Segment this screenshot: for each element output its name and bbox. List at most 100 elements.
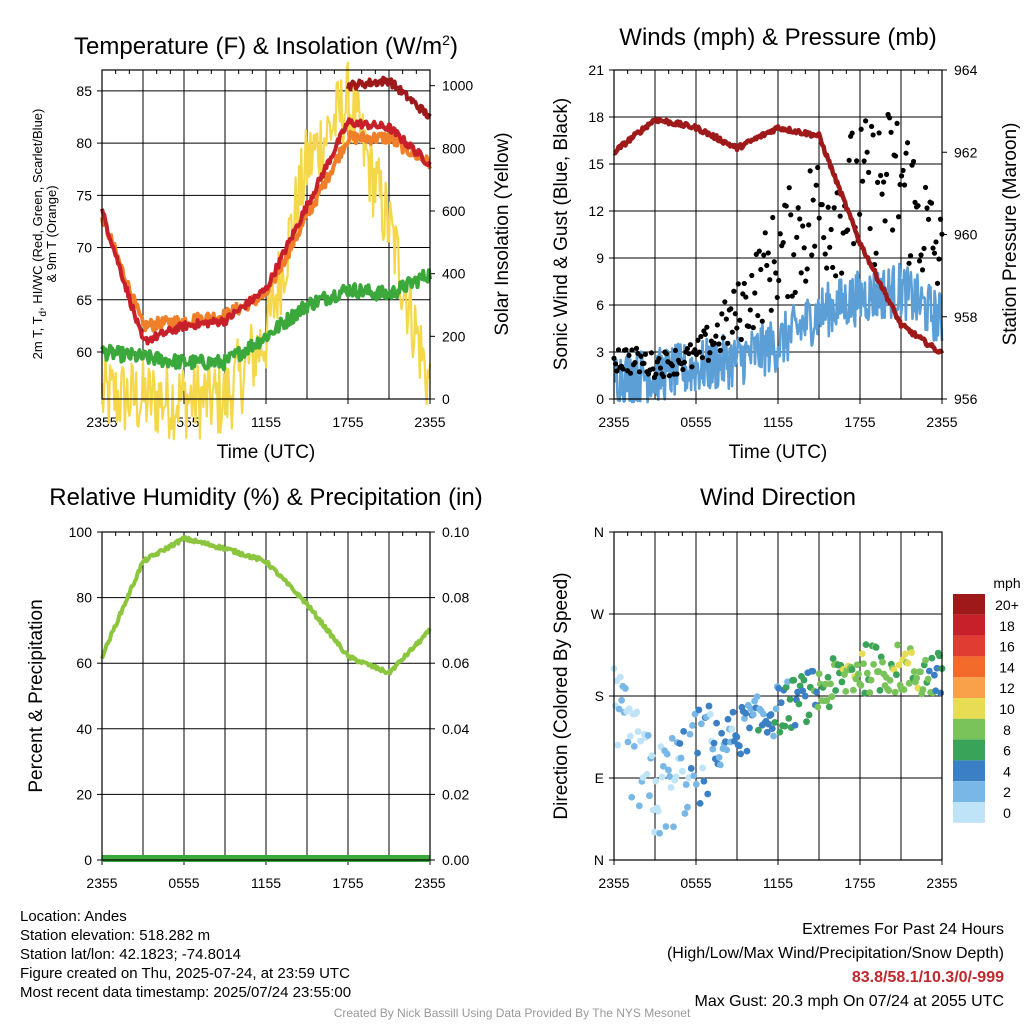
wind-direction-point: [646, 792, 653, 800]
wind-direction-point: [857, 681, 865, 689]
wind-direction-point: [663, 750, 671, 758]
wind-direction-point: [919, 686, 927, 693]
wind-direction-point: [849, 686, 857, 694]
y2-tick-label: 600: [442, 203, 466, 219]
wind-direction-point: [692, 780, 700, 788]
y2-tick-label: 0.04: [442, 721, 469, 737]
gust-point: [831, 205, 837, 211]
y-tick-label: 0: [596, 391, 604, 407]
wind-direction-point: [697, 720, 705, 728]
wind-direction-point: [621, 685, 629, 692]
gust-point: [880, 179, 887, 185]
wind-direction-point: [690, 772, 698, 780]
gust-point: [773, 270, 779, 276]
wind-direction-point: [718, 729, 726, 737]
gust-point: [627, 370, 634, 376]
y-tick-label: 80: [76, 135, 92, 151]
wind-direction-point: [737, 750, 745, 758]
wind-direction-point: [668, 734, 676, 742]
wind-direction-point: [885, 687, 893, 694]
gust-point: [741, 280, 747, 287]
gust-point: [776, 277, 782, 284]
gust-point: [704, 324, 710, 330]
rh-panel-title: Relative Humidity (%) & Precipitation (i…: [49, 484, 482, 511]
wind-direction-point: [860, 660, 867, 668]
gust-point: [642, 351, 649, 357]
y2-tick-label: 956: [954, 391, 978, 407]
y2-tick-label: 1000: [442, 78, 473, 94]
gust-point: [686, 351, 692, 357]
wind-direction-point: [848, 666, 856, 673]
wind-direction-point: [822, 680, 829, 688]
x-tick-label: 2355: [414, 414, 445, 430]
wind-direction-point: [862, 641, 870, 649]
gust-point: [813, 182, 819, 188]
wind-direction-point: [891, 688, 899, 696]
wind-direction-point: [658, 773, 666, 781]
extremes-heading: Extremes For Past 24 Hours: [802, 921, 1004, 938]
x-tick-label: 2355: [926, 875, 957, 891]
wind-direction-point: [791, 721, 799, 729]
wind-direction-point: [933, 664, 941, 672]
wind-direction-point: [747, 705, 755, 712]
gust-point: [696, 349, 702, 355]
gust-point: [711, 340, 717, 346]
gust-point: [689, 364, 695, 370]
gust-point: [869, 123, 875, 130]
wind-direction-point: [723, 746, 731, 754]
y2-tick-label: 0.02: [442, 786, 469, 802]
wind-direction-point: [937, 689, 945, 697]
gust-point: [919, 267, 926, 273]
wind-direction-point: [809, 667, 817, 675]
wind-direction-point: [670, 823, 677, 831]
y2-tick-label: 958: [954, 309, 978, 325]
gust-point: [849, 130, 855, 136]
gust-point: [692, 347, 698, 353]
legend-swatch: [953, 802, 985, 823]
gust-point: [714, 322, 720, 328]
title-superscript: 2: [442, 32, 450, 48]
wind-direction-point: [728, 725, 736, 733]
wind-direction-point: [749, 711, 757, 718]
wind-direction-point: [684, 803, 691, 811]
wind-direction-point: [785, 714, 793, 722]
gust-point: [656, 355, 662, 362]
legend-swatch: [953, 594, 985, 615]
gust-point: [638, 353, 644, 359]
temp-left-label-line2: & 9m T (Orange): [44, 185, 59, 282]
legend-swatch: [953, 635, 985, 657]
y2-tick-label: 800: [442, 140, 466, 156]
wind-direction-point: [800, 676, 808, 684]
gust-point: [764, 262, 770, 269]
wind-direction-point: [910, 668, 918, 675]
wind-direction-point: [931, 671, 938, 679]
gust-point: [653, 371, 659, 377]
wind-direction-point: [936, 652, 943, 660]
gust-point: [626, 352, 632, 358]
gust-point: [851, 241, 857, 247]
x-tick-label: 2355: [86, 414, 117, 430]
gust-point: [889, 227, 896, 233]
wind-direction-point: [722, 738, 729, 746]
wind-direction-point: [781, 722, 789, 730]
gust-point: [719, 311, 725, 317]
gust-point: [717, 347, 723, 353]
gust-point: [874, 179, 881, 185]
temp-panel-frame: [101, 69, 431, 400]
wind-direction-point: [637, 737, 644, 745]
gust-point: [906, 260, 912, 266]
wind-direction-point: [667, 784, 675, 791]
y-tick-label: 100: [69, 524, 93, 540]
gust-point: [657, 365, 664, 371]
gust-point: [629, 347, 635, 353]
x-tick-label: 0555: [680, 875, 711, 891]
wind-direction-point: [904, 659, 912, 667]
wind-direction-point: [625, 705, 633, 713]
gust-point: [882, 218, 888, 224]
gust-point: [755, 312, 761, 319]
winds-x-axis-label: Time (UTC): [729, 442, 828, 463]
gust-point: [792, 289, 798, 295]
gust-point: [837, 213, 843, 219]
wind-direction-point: [838, 678, 846, 686]
